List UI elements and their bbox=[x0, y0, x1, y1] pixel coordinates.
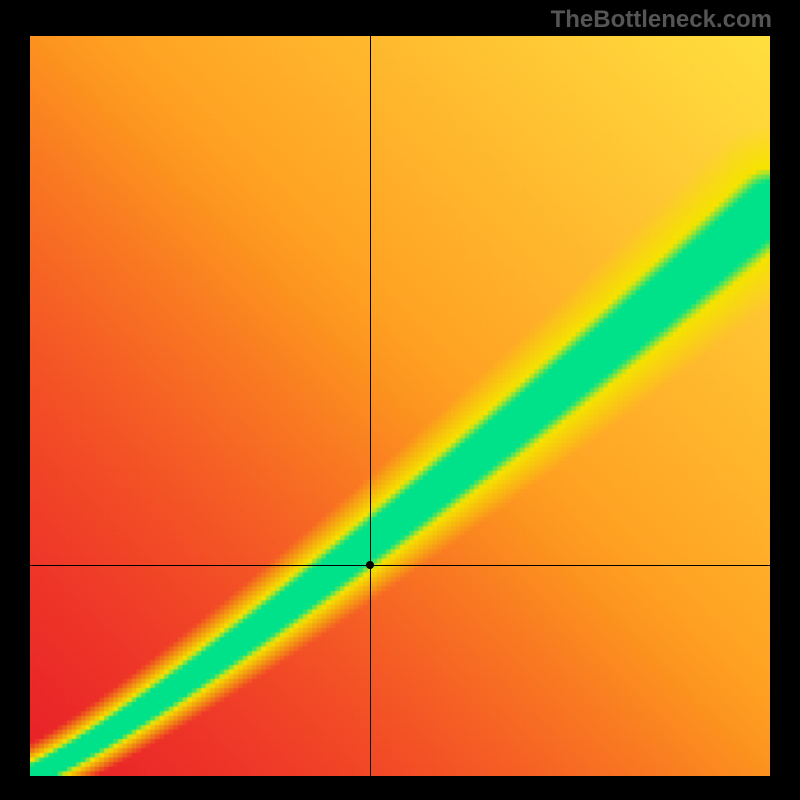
crosshair-horizontal bbox=[30, 565, 770, 566]
heatmap-plot bbox=[30, 36, 770, 776]
watermark-label: TheBottleneck.com bbox=[551, 6, 772, 34]
chart-container: TheBottleneck.com bbox=[0, 0, 800, 800]
crosshair-vertical bbox=[370, 36, 371, 776]
